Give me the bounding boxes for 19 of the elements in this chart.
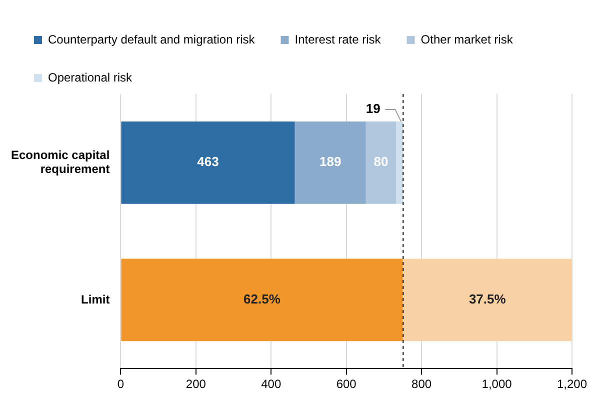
legend-label: Operational risk [48, 70, 134, 84]
x-tick-label: 400 [261, 377, 282, 392]
data-label: 189 [320, 154, 342, 170]
data-label: 463 [197, 154, 219, 170]
data-label: 80 [374, 154, 388, 170]
x-tick-label: 0 [117, 377, 124, 392]
y-tick-label: Economic capital requirement [10, 148, 110, 176]
x-tick-label: 800 [412, 377, 432, 392]
legend-label: Other market risk [420, 32, 514, 46]
legend-label: Counterparty default and migration risk [48, 32, 256, 46]
annotation: 37.5% [468, 292, 506, 307]
annotation: 62.5% [244, 292, 281, 307]
legend-label: Interest rate risk [294, 32, 382, 46]
x-tick-label: 600 [336, 377, 357, 392]
y-tick-label: Limit [81, 292, 110, 306]
x-tick-label: 1,200 [556, 377, 588, 392]
x-tick-label: 1,000 [482, 377, 512, 392]
x-tick-label: 200 [186, 377, 206, 392]
data-label: 19 [366, 101, 380, 116]
